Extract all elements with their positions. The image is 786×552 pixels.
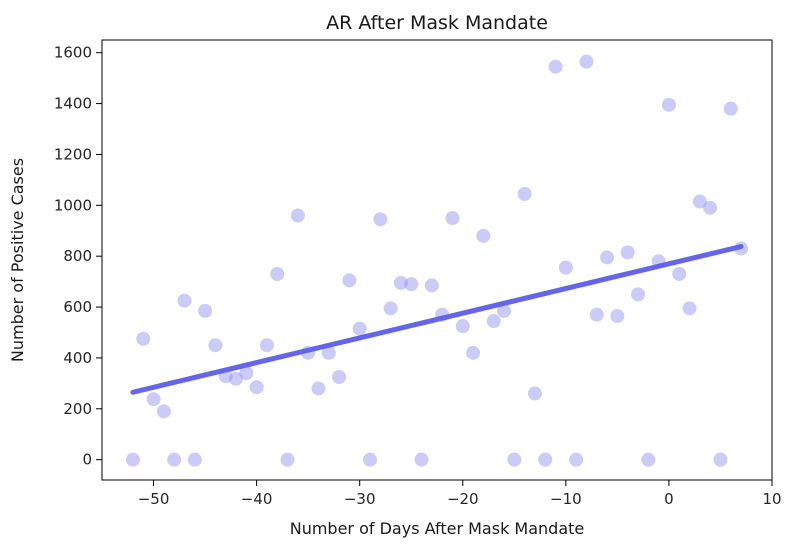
y-tick-label: 1400 <box>54 95 92 113</box>
x-tick-label: 10 <box>762 490 781 508</box>
data-point <box>682 301 697 316</box>
data-point <box>610 308 625 323</box>
chart-title: AR After Mask Mandate <box>326 12 548 34</box>
data-point <box>198 303 213 318</box>
data-point <box>208 338 223 353</box>
y-tick-label: 200 <box>63 400 92 418</box>
data-point <box>631 287 645 302</box>
data-points <box>125 54 749 467</box>
x-tick-label: −20 <box>447 490 479 508</box>
data-point <box>445 211 460 226</box>
data-point <box>589 307 604 322</box>
data-point <box>311 381 326 396</box>
x-tick-label: −50 <box>138 490 170 508</box>
data-point <box>558 260 573 275</box>
y-tick-label: 1600 <box>54 44 92 62</box>
data-point <box>136 331 151 346</box>
data-point <box>270 266 285 281</box>
y-axis-ticks: 0 200 400 600 800 1000 1200 1400 1600 <box>54 44 102 469</box>
x-axis-ticks: −50 −40 −30 −20 −10 0 10 <box>138 480 782 508</box>
data-point <box>661 97 676 112</box>
data-point <box>332 369 347 384</box>
y-tick-label: 600 <box>63 298 92 316</box>
y-axis-title: Number of Positive Cases <box>8 158 27 362</box>
data-point <box>455 319 470 334</box>
data-point <box>600 250 615 265</box>
data-point <box>229 371 243 386</box>
data-point <box>713 452 728 467</box>
data-point <box>342 273 357 288</box>
trend-line <box>130 244 744 395</box>
y-tick-label: 1200 <box>54 145 92 163</box>
x-tick-label: −40 <box>241 490 273 508</box>
data-point <box>383 301 398 316</box>
x-axis-title: Number of Days After Mask Mandate <box>290 519 585 538</box>
data-point <box>167 452 182 467</box>
x-tick-label: −30 <box>344 490 376 508</box>
data-point <box>497 303 511 318</box>
data-point <box>321 345 336 360</box>
x-tick-label: 0 <box>664 490 674 508</box>
trend-line-group <box>130 244 744 395</box>
y-tick-label: 800 <box>63 247 92 265</box>
data-point <box>404 277 419 292</box>
y-tick-label: 1000 <box>54 196 92 214</box>
data-point <box>579 54 594 69</box>
data-point <box>393 275 408 290</box>
data-point <box>507 452 522 467</box>
data-point <box>156 404 171 419</box>
data-point <box>641 452 656 467</box>
data-point <box>177 293 192 308</box>
data-point <box>703 200 718 215</box>
data-point <box>476 228 491 243</box>
data-point <box>187 452 202 467</box>
data-point <box>548 59 563 74</box>
data-point <box>723 101 738 116</box>
data-point <box>538 452 553 467</box>
data-point <box>486 314 501 329</box>
y-tick-label: 400 <box>63 349 92 367</box>
x-tick-label: −10 <box>550 490 582 508</box>
data-point <box>259 338 274 353</box>
data-point <box>569 452 584 467</box>
data-point <box>280 452 295 467</box>
data-point <box>517 186 532 201</box>
data-point <box>424 278 439 293</box>
data-point <box>146 392 161 407</box>
data-point <box>692 194 707 209</box>
data-point <box>672 266 687 281</box>
data-point <box>249 380 264 395</box>
data-point <box>125 452 140 467</box>
plot-frame <box>101 39 773 481</box>
data-point <box>373 212 388 227</box>
data-point <box>414 452 429 467</box>
data-point <box>239 366 254 381</box>
data-point <box>290 208 305 223</box>
data-point <box>352 321 367 336</box>
data-point <box>620 245 635 260</box>
data-point <box>527 386 542 401</box>
data-point <box>363 452 377 467</box>
y-tick-label: 0 <box>82 451 92 469</box>
data-point <box>466 345 481 360</box>
